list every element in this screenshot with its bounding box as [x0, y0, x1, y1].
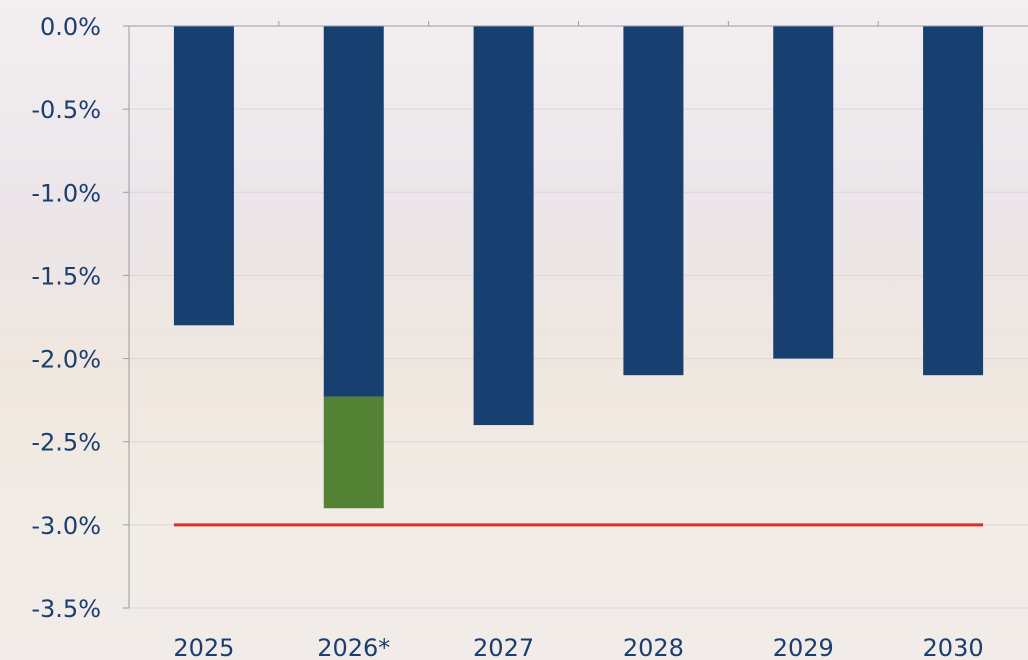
- y-tick-label: -0.5%: [31, 96, 101, 124]
- bar-2025-series-0: [173, 26, 234, 326]
- bar-2028-series-0: [623, 26, 684, 376]
- y-tick-label: -2.5%: [31, 429, 101, 457]
- bars: [173, 26, 984, 509]
- x-tick-label: 2030: [923, 634, 984, 660]
- bar-2030-series-0: [923, 26, 984, 376]
- x-tick-label: 2028: [623, 634, 684, 660]
- y-tick-label: -1.0%: [31, 179, 101, 207]
- x-tick-label: 2026*: [317, 634, 390, 660]
- tick-labels: 0.0% -0.5% -1.0% -1.5% -2.0% -2.5% -3.0% -3.5% 2…: [31, 13, 983, 660]
- bar-2029-series-0: [773, 26, 834, 359]
- y-tick-label: -1.5%: [31, 262, 101, 290]
- bar-2027-series-0: [473, 26, 534, 426]
- y-tick-label: -3.0%: [31, 512, 101, 540]
- x-tick-label: 2029: [773, 634, 834, 660]
- bar-2026-star-series-0: [323, 26, 384, 397]
- y-tick-label: 0.0%: [40, 13, 101, 41]
- gridlines: [129, 25, 1028, 609]
- axes: [123, 21, 1028, 609]
- x-tick-label: 2025: [173, 634, 234, 660]
- y-tick-label: -3.5%: [31, 595, 101, 623]
- y-tick-label: -2.0%: [31, 346, 101, 374]
- x-tick-label: 2027: [473, 634, 534, 660]
- bar-2026-star-series-1: [323, 396, 384, 509]
